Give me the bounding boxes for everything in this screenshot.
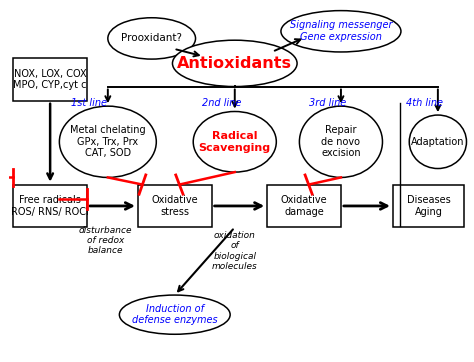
Text: Metal chelating
GPx, Trx, Prx
CAT, SOD: Metal chelating GPx, Trx, Prx CAT, SOD: [70, 125, 146, 159]
FancyBboxPatch shape: [267, 185, 341, 227]
Text: oxidation
of
biological
molecules: oxidation of biological molecules: [212, 231, 258, 271]
Text: 1st line: 1st line: [71, 98, 107, 108]
Text: Oxidative
damage: Oxidative damage: [281, 195, 328, 217]
Text: Oxidative
stress: Oxidative stress: [152, 195, 198, 217]
Text: Diseases
Aging: Diseases Aging: [407, 195, 450, 217]
Ellipse shape: [193, 111, 276, 172]
Ellipse shape: [281, 10, 401, 52]
Text: 2nd line: 2nd line: [202, 98, 242, 108]
Text: Signaling messenger
Gene expression: Signaling messenger Gene expression: [290, 21, 392, 42]
Ellipse shape: [409, 115, 466, 169]
Ellipse shape: [173, 40, 297, 87]
Text: 3rd line: 3rd line: [309, 98, 346, 108]
Ellipse shape: [108, 18, 196, 59]
FancyBboxPatch shape: [13, 185, 87, 227]
Ellipse shape: [119, 295, 230, 334]
Text: Antioxidants: Antioxidants: [177, 56, 292, 71]
Text: Adaptation: Adaptation: [411, 137, 465, 147]
Text: Radical
Scavenging: Radical Scavenging: [199, 131, 271, 153]
Text: Repair
de novo
excision: Repair de novo excision: [321, 125, 361, 159]
Text: disturbance
of redox
balance: disturbance of redox balance: [79, 226, 132, 255]
Text: Prooxidant?: Prooxidant?: [121, 33, 182, 43]
Text: Free radicals
ROS/ RNS/ ROCl: Free radicals ROS/ RNS/ ROCl: [11, 195, 89, 217]
FancyBboxPatch shape: [393, 185, 465, 227]
Ellipse shape: [300, 106, 383, 177]
FancyBboxPatch shape: [138, 185, 212, 227]
Text: Induction of
defense enzymes: Induction of defense enzymes: [132, 304, 218, 325]
FancyBboxPatch shape: [13, 58, 87, 101]
Text: 4th line: 4th line: [406, 98, 443, 108]
Ellipse shape: [59, 106, 156, 177]
Text: NOX, LOX, COX
MPO, CYP,cyt c: NOX, LOX, COX MPO, CYP,cyt c: [13, 69, 87, 90]
